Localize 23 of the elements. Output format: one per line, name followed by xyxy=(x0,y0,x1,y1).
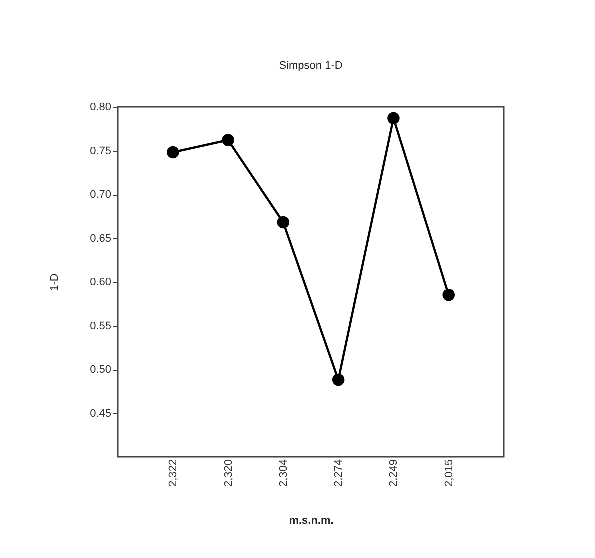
point xyxy=(277,216,290,229)
point xyxy=(222,134,234,146)
y-tick-label: 0.80 xyxy=(90,102,112,114)
y-tick-label: 0.45 xyxy=(90,408,112,420)
x-tick-label: 2,304 xyxy=(278,460,290,488)
y-tick-label: 0.65 xyxy=(90,232,112,245)
chart-title: Simpson 1-D xyxy=(279,60,343,72)
x-axis-title: m.s.n.m. xyxy=(289,515,334,528)
x-tick-label: 2,249 xyxy=(388,460,400,488)
x-tick-label: 2,322 xyxy=(168,460,180,488)
point xyxy=(332,374,345,386)
x-tick-label: 2,320 xyxy=(222,460,235,488)
y-tick-label: 0.60 xyxy=(90,276,112,288)
y-axis-title: 1-D xyxy=(49,274,62,292)
x-tick-label: 2,274 xyxy=(333,460,346,488)
point xyxy=(442,289,455,302)
point xyxy=(388,112,400,124)
y-tick-label: 0.50 xyxy=(90,364,112,376)
y-tick-label: 0.55 xyxy=(90,320,112,332)
y-tick-label: 0.70 xyxy=(90,189,112,201)
x-tick-label: 2,015 xyxy=(443,460,456,488)
point xyxy=(167,146,180,159)
y-tick-label: 0.75 xyxy=(90,145,112,158)
